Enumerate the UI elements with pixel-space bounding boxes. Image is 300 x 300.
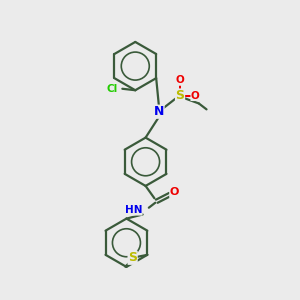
Text: S: S [128, 251, 137, 264]
Text: Cl: Cl [106, 84, 118, 94]
Text: O: O [176, 75, 184, 85]
Text: O: O [170, 188, 179, 197]
Text: HN: HN [124, 205, 142, 215]
Text: N: N [154, 105, 164, 118]
Text: S: S [176, 89, 184, 102]
Text: O: O [191, 91, 200, 100]
